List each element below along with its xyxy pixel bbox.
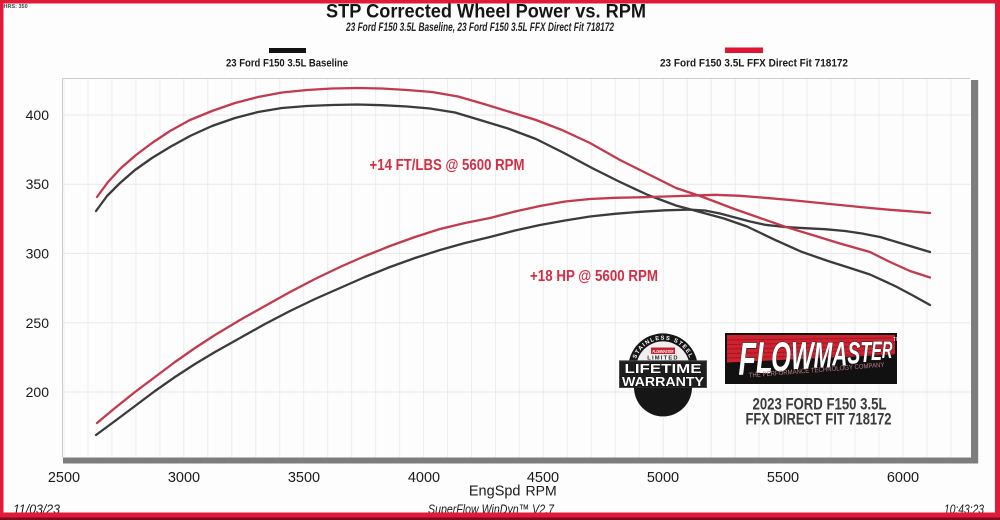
svg-text:6000: 6000 bbox=[887, 470, 919, 486]
svg-text:S: S bbox=[847, 335, 860, 371]
svg-text:200: 200 bbox=[26, 384, 50, 400]
svg-text:5500: 5500 bbox=[767, 470, 799, 486]
svg-text:LIFETIME: LIFETIME bbox=[625, 361, 702, 376]
svg-text:M: M bbox=[814, 336, 833, 376]
svg-text:400: 400 bbox=[26, 107, 50, 123]
svg-text:FLOWMASTER: FLOWMASTER bbox=[653, 349, 675, 354]
svg-text:3500: 3500 bbox=[288, 470, 320, 486]
svg-text:HRS: 350: HRS: 350 bbox=[4, 4, 28, 10]
svg-text:+18 HP @ 5600 RPM: +18 HP @ 5600 RPM bbox=[530, 268, 658, 285]
svg-text:+14 FT/LBS @ 5600 RPM: +14 FT/LBS @ 5600 RPM bbox=[370, 157, 525, 174]
svg-text:W: W bbox=[791, 334, 815, 377]
svg-text:3000: 3000 bbox=[168, 470, 200, 486]
svg-text:L: L bbox=[756, 333, 773, 382]
svg-text:2023 FORD F150 3.5L: 2023 FORD F150 3.5L bbox=[753, 396, 887, 414]
svg-text:STP Corrected Wheel Power vs.: STP Corrected Wheel Power vs. RPM bbox=[326, 2, 646, 23]
svg-text:4500: 4500 bbox=[527, 470, 559, 486]
svg-text:LIMITED: LIMITED bbox=[647, 355, 679, 361]
svg-text:TM: TM bbox=[893, 337, 900, 343]
svg-text:F: F bbox=[739, 334, 758, 386]
svg-text:A: A bbox=[832, 334, 848, 373]
svg-text:350: 350 bbox=[26, 176, 50, 192]
svg-text:E: E bbox=[871, 336, 883, 366]
svg-text:WARRANTY: WARRANTY bbox=[622, 375, 705, 389]
svg-text:O: O bbox=[771, 335, 791, 381]
svg-text:23 Ford F150 3.5L Baseline, 23: 23 Ford F150 3.5L Baseline, 23 Ford F150… bbox=[345, 22, 614, 34]
svg-text:250: 250 bbox=[26, 315, 50, 331]
svg-text:T: T bbox=[860, 337, 873, 370]
svg-text:RPM: RPM bbox=[526, 483, 557, 499]
svg-text:5000: 5000 bbox=[647, 470, 679, 486]
svg-text:EngSpd: EngSpd bbox=[469, 484, 521, 500]
svg-text:FFX DIRECT FIT 718172: FFX DIRECT FIT 718172 bbox=[746, 411, 892, 429]
svg-text:R: R bbox=[882, 338, 893, 365]
svg-text:2500: 2500 bbox=[48, 470, 80, 486]
svg-text:23 Ford F150 3.5L Baseline: 23 Ford F150 3.5L Baseline bbox=[226, 57, 348, 69]
svg-text:300: 300 bbox=[26, 246, 50, 262]
svg-text:23 Ford F150 3.5L FFX Direct F: 23 Ford F150 3.5L FFX Direct Fit 718172 bbox=[660, 57, 848, 69]
svg-text:4000: 4000 bbox=[408, 470, 440, 486]
